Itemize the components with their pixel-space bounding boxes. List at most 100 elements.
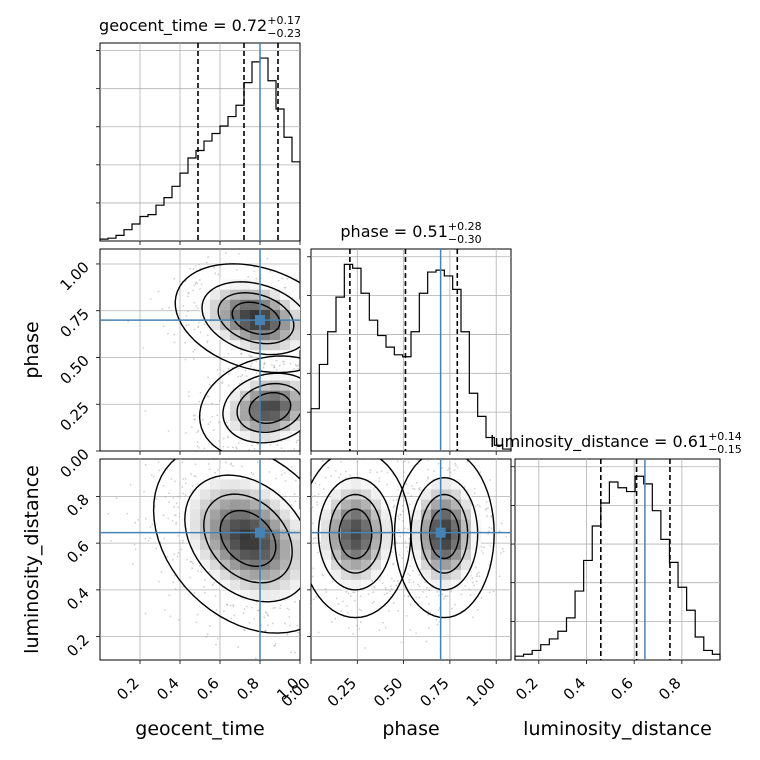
sample-point (212, 429, 215, 431)
sample-point (396, 418, 398, 420)
density-cell (230, 509, 241, 520)
sample-point (155, 547, 158, 550)
density-cell (421, 519, 432, 530)
sample-point (230, 462, 233, 465)
sample-point (301, 328, 303, 330)
sample-point (214, 595, 217, 597)
density-cell (361, 489, 372, 500)
sample-point (490, 515, 493, 518)
sample-point (406, 550, 409, 553)
sample-point (316, 501, 318, 504)
sample-point (333, 607, 335, 609)
sample-point (313, 579, 315, 581)
contour-line (222, 372, 300, 444)
sample-point (348, 627, 350, 629)
sample-point (152, 475, 155, 478)
density-cell (240, 339, 251, 351)
sample-point (182, 305, 185, 307)
sample-point (313, 519, 315, 521)
title-minus: −0.23 (267, 27, 301, 40)
density-cell (451, 549, 462, 560)
sample-point (206, 340, 209, 343)
sample-point (268, 471, 271, 473)
sample-point (309, 343, 311, 345)
sample-point (437, 609, 440, 611)
sample-point (314, 482, 317, 485)
sample-point (253, 618, 255, 620)
sample-point (281, 473, 283, 476)
sample-point (464, 416, 466, 418)
sample-point (312, 575, 314, 578)
density-cell (260, 509, 271, 520)
sample-point (301, 377, 303, 379)
sample-point (266, 257, 269, 260)
density-cell (290, 390, 300, 401)
panel-title-geocent_time: geocent_time = 0.72+0.17−0.23 (99, 14, 301, 40)
sample-point (392, 562, 395, 565)
sample-point (450, 590, 453, 593)
sample-point (338, 410, 340, 412)
sample-point (312, 572, 314, 574)
density-cell (290, 410, 300, 421)
sample-point (431, 426, 433, 428)
sample-point (324, 332, 326, 334)
density-cell (280, 539, 291, 550)
sample-point (308, 527, 310, 529)
sample-point (134, 548, 137, 551)
density-cell (431, 579, 442, 590)
sample-point (274, 606, 276, 609)
sample-point (330, 621, 333, 624)
sample-point (221, 382, 224, 385)
sample-point (269, 270, 272, 273)
sample-point (301, 591, 303, 593)
density-cell (331, 559, 342, 570)
density-cell (321, 509, 332, 520)
sample-point (371, 579, 373, 582)
sample-point (306, 300, 308, 302)
sample-point (376, 471, 378, 474)
sample-point (240, 352, 243, 355)
sample-point (333, 382, 335, 384)
sample-point (316, 304, 318, 306)
sample-point (449, 471, 452, 474)
sample-point (386, 471, 389, 474)
sample-point (150, 474, 153, 477)
title-param: luminosity_distance (490, 432, 649, 452)
sample-point (132, 562, 135, 565)
density-cell (230, 539, 241, 550)
sample-point (318, 483, 321, 486)
sample-point (148, 424, 150, 426)
sample-point (307, 511, 309, 513)
sample-point (278, 453, 280, 455)
x-axis-label: luminosity_distance (523, 718, 712, 740)
density-cell (270, 420, 281, 432)
sample-point (346, 455, 348, 457)
density-cell (280, 309, 291, 320)
sample-point (488, 563, 491, 566)
sample-point (316, 347, 318, 349)
sample-point (358, 627, 361, 630)
density-cell (200, 289, 211, 300)
density-cell (451, 559, 462, 570)
density-cell (230, 390, 241, 401)
sample-point (222, 370, 225, 373)
panel-frame (99, 42, 301, 242)
sample-point (216, 414, 219, 417)
sample-point (361, 438, 363, 440)
sample-point (244, 369, 247, 372)
sample-point (163, 537, 166, 540)
sample-point (473, 487, 476, 490)
sample-point (381, 582, 384, 585)
density-cell (331, 549, 342, 560)
sample-point (471, 616, 474, 619)
sample-point (327, 431, 329, 433)
sample-point (197, 483, 199, 486)
sample-point (217, 273, 220, 276)
sample-point (331, 368, 333, 370)
sample-point (313, 423, 315, 425)
sample-point (401, 504, 404, 507)
density-cell (260, 579, 271, 590)
sample-point (180, 548, 183, 551)
density-cell (270, 289, 281, 300)
sample-point (313, 438, 315, 440)
